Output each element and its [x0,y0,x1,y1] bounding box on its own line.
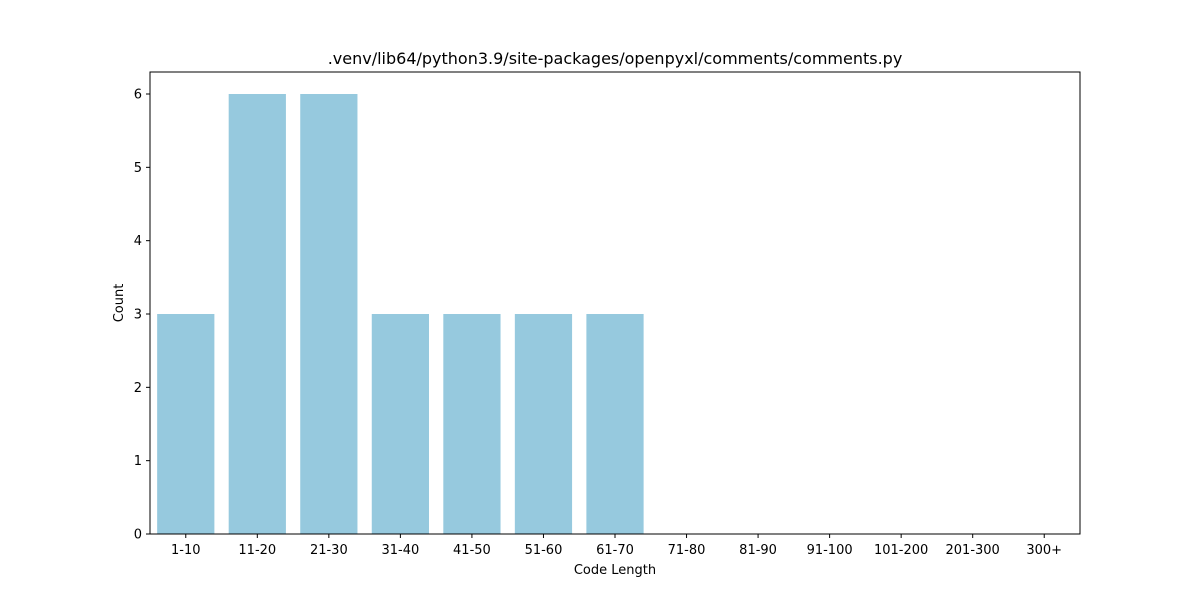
y-tick-label: 6 [134,88,142,103]
y-tick-label: 2 [134,381,142,396]
x-tick-label: 31-40 [381,543,419,558]
bar-61-70 [586,314,644,534]
x-tick-label: 51-60 [525,543,563,558]
bar-1-10 [157,314,215,534]
y-tick-label: 5 [134,161,142,176]
y-axis-ticks: 0 1 2 3 4 5 6 [134,88,150,543]
x-tick-label: 101-200 [874,543,928,558]
x-tick-label: 41-50 [453,543,491,558]
x-tick-label: 201-300 [946,543,1000,558]
bar-21-30 [300,94,358,534]
x-tick-label: 61-70 [596,543,634,558]
x-tick-label: 21-30 [310,543,348,558]
y-tick-label: 1 [134,454,142,469]
x-tick-label: 91-100 [807,543,853,558]
bar-31-40 [371,314,429,534]
y-tick-label: 3 [134,308,142,323]
x-axis-ticks: 1-10 11-20 21-30 31-40 41-50 51-60 61-70 71-80 8… [171,534,1062,558]
bar-41-50 [443,314,501,534]
x-axis-label: Code Length [574,563,656,578]
x-tick-label: 1-10 [171,543,201,558]
bar-51-60 [514,314,573,534]
bars-group [157,94,644,534]
y-tick-label: 4 [134,234,142,249]
x-tick-label: 11-20 [238,543,276,558]
x-tick-label: 71-80 [668,543,706,558]
plot-frame [149,71,1081,535]
y-axis-label: Count [112,284,127,323]
x-tick-label: 81-90 [739,543,777,558]
bar-11-20 [228,94,286,534]
chart-title: .venv/lib64/python3.9/site-packages/open… [328,49,903,68]
y-tick-label: 0 [134,528,142,543]
x-tick-label: 300+ [1026,543,1062,558]
